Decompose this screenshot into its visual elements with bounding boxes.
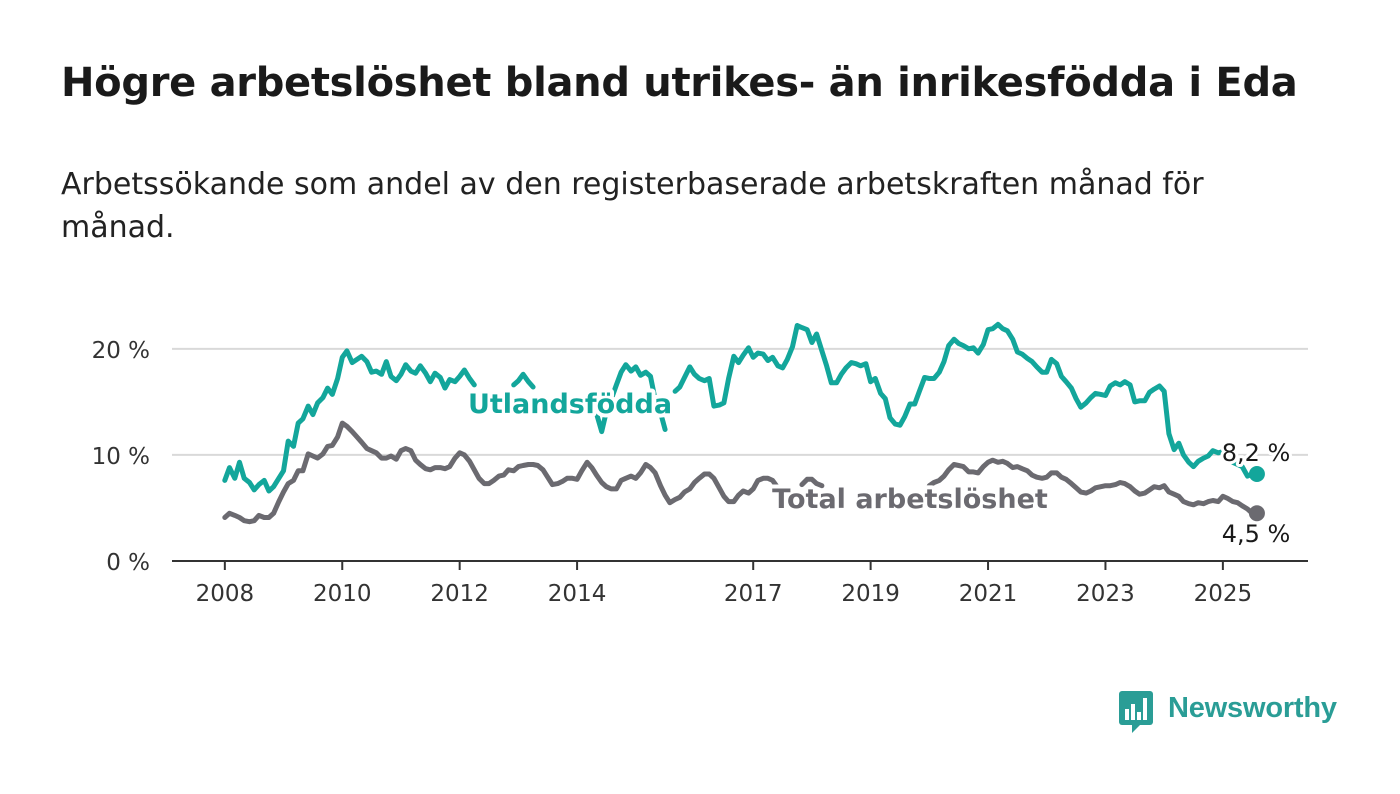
series-line-utlandsfodda [511,371,536,390]
last-value-label-total: 4,5 % [1222,520,1291,548]
end-point-total [1248,505,1265,522]
y-tick-label: 20 % [92,338,150,364]
x-tick-label: 2014 [548,581,607,607]
x-tick-label: 2023 [1076,581,1135,607]
newsworthy-icon [1119,691,1153,733]
x-tick-label: 2019 [841,581,900,607]
series-line-utlandsfodda [594,362,668,435]
x-tick-label: 2010 [313,581,372,607]
y-tick-label: 10 % [92,444,150,470]
y-tick-label: 0 % [106,550,150,576]
brand-name: Newsworthy [1168,692,1337,724]
chart-title: Högre arbetslöshet bland utrikes- än inr… [61,60,1298,106]
x-tick-label: 2017 [724,581,783,607]
x-tick-label: 2021 [959,581,1018,607]
series-line-total [799,476,825,489]
x-tick-label: 2012 [430,581,489,607]
chart-subtitle: Arbetssökande som andel av den registerb… [61,167,1204,245]
series-line-total [222,420,781,525]
series-line-utlandsfodda [222,348,477,494]
last-value-label-utlandsfodda: 8,2 % [1222,439,1291,467]
series-label-utlandsfodda: Utlandsfödda [468,389,672,420]
newsworthy-logo: Newsworthy [1118,690,1358,738]
series-line-total [926,457,1260,516]
x-tick-label: 2025 [1194,581,1253,607]
x-tick-label: 2008 [196,581,255,607]
end-point-utlandsfodda [1248,466,1265,483]
series-label-total: Total arbetslöshet [772,484,1048,515]
series-line-utlandsfodda [672,321,1226,470]
